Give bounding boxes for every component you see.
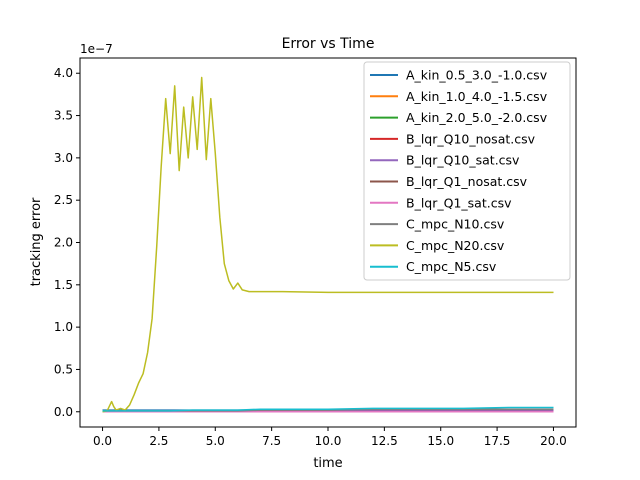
y-tick-label: 2.5	[54, 193, 73, 207]
y-tick-label: 1.5	[54, 278, 73, 292]
legend-label: B_lqr_Q10_nosat.csv	[406, 131, 536, 146]
y-tick-label: 2.0	[54, 236, 73, 250]
x-tick-label: 20.0	[540, 434, 567, 448]
y-scale-label: 1e−7	[80, 42, 113, 56]
y-tick-label: 0.5	[54, 362, 73, 376]
legend-box	[363, 61, 571, 281]
legend: A_kin_0.5_3.0_-1.0.csv A_kin_1.0_4.0_-1.5…	[363, 61, 571, 281]
x-tick-label: 0.0	[93, 434, 112, 448]
legend-label: A_kin_2.0_5.0_-2.0.csv	[406, 110, 548, 125]
legend-label: A_kin_1.0_4.0_-1.5.csv	[406, 89, 548, 104]
y-tick-label: 0.0	[54, 405, 73, 419]
y-tick-label: 1.0	[54, 320, 73, 334]
y-axis: 0.0 0.5 1.0 1.5 2.0 2.5 3.0 3.5 4.0	[54, 66, 80, 419]
x-tick-label: 17.5	[484, 434, 511, 448]
legend-label: C_mpc_N10.csv	[406, 217, 505, 232]
x-axis: 0.0 2.5 5.0 7.5 10.0 12.5 15.0 17.5 20.0	[93, 427, 567, 448]
legend-label: B_lqr_Q1_sat.csv	[406, 195, 512, 210]
legend-label: C_mpc_N20.csv	[406, 238, 505, 253]
legend-label: B_lqr_Q10_sat.csv	[406, 153, 520, 168]
series-layer	[102, 76, 554, 413]
x-axis-label: time	[313, 456, 342, 471]
series-line-9	[102, 76, 554, 413]
y-tick-label: 3.0	[54, 151, 73, 165]
series-line-10	[102, 406, 554, 412]
x-tick-label: 10.0	[315, 434, 342, 448]
x-tick-label: 5.0	[206, 434, 225, 448]
legend-label: A_kin_0.5_3.0_-1.0.csv	[406, 68, 548, 83]
x-tick-label: 12.5	[371, 434, 398, 448]
x-tick-label: 7.5	[262, 434, 281, 448]
x-tick-label: 2.5	[149, 434, 168, 448]
legend-label: C_mpc_N5.csv	[406, 259, 497, 274]
chart-title: Error vs Time	[282, 36, 375, 52]
y-tick-label: 3.5	[54, 109, 73, 123]
y-axis-label: tracking error	[29, 197, 44, 286]
x-tick-label: 15.0	[427, 434, 454, 448]
legend-label: B_lqr_Q1_nosat.csv	[406, 174, 528, 189]
y-tick-label: 4.0	[54, 66, 73, 80]
